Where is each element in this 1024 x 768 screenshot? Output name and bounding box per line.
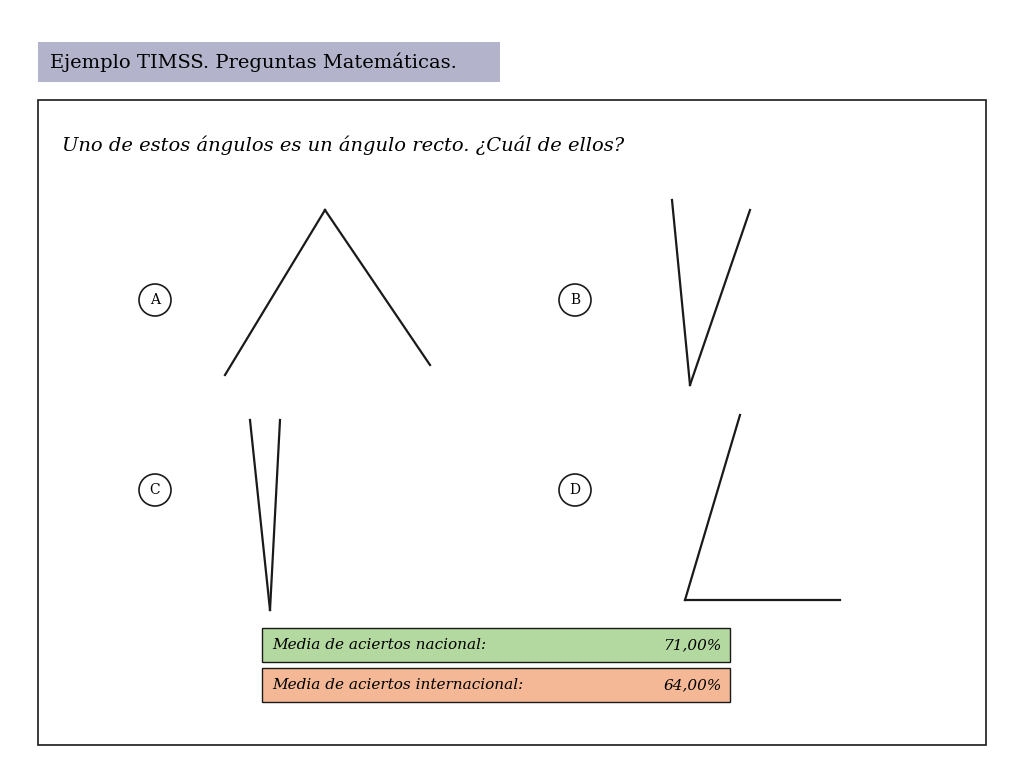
Text: Uno de estos ángulos es un ángulo recto. ¿Cuál de ellos?: Uno de estos ángulos es un ángulo recto.…	[62, 135, 625, 154]
FancyBboxPatch shape	[38, 100, 986, 745]
Text: Media de aciertos internacional:: Media de aciertos internacional:	[272, 678, 523, 692]
Text: Ejemplo TIMSS. Preguntas Matemáticas.: Ejemplo TIMSS. Preguntas Matemáticas.	[50, 52, 457, 71]
Text: Media de aciertos nacional:: Media de aciertos nacional:	[272, 638, 486, 652]
Text: D: D	[569, 483, 581, 497]
Circle shape	[559, 474, 591, 506]
Circle shape	[139, 474, 171, 506]
Text: C: C	[150, 483, 161, 497]
Circle shape	[559, 284, 591, 316]
FancyBboxPatch shape	[38, 42, 500, 82]
Text: 71,00%: 71,00%	[664, 638, 722, 652]
Circle shape	[139, 284, 171, 316]
Text: B: B	[570, 293, 580, 307]
Text: 64,00%: 64,00%	[664, 678, 722, 692]
FancyBboxPatch shape	[262, 668, 730, 702]
FancyBboxPatch shape	[262, 628, 730, 662]
Text: A: A	[150, 293, 160, 307]
